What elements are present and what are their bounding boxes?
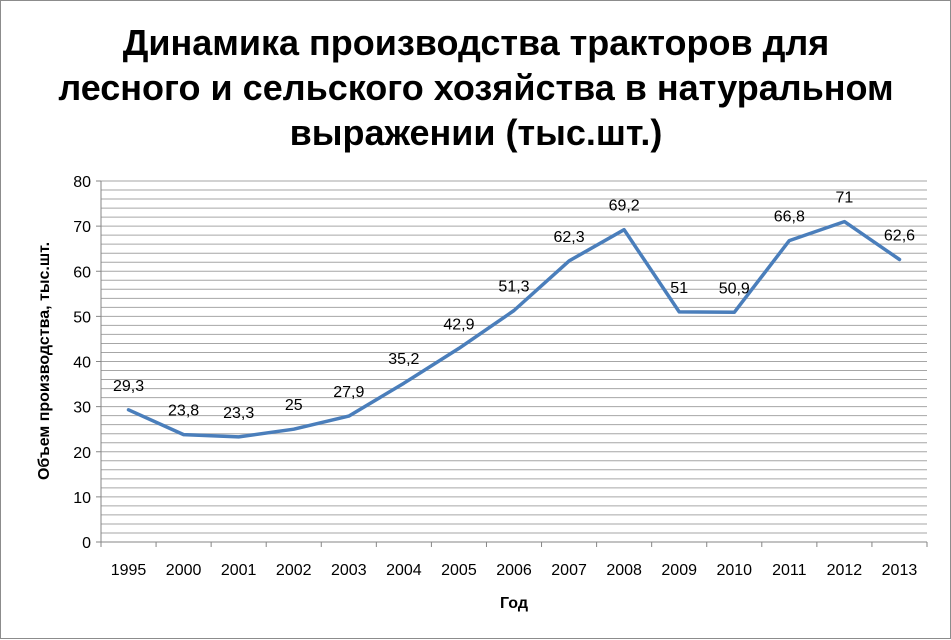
x-tick-label: 2010: [716, 562, 752, 579]
y-tick-labels: 0 10 20 30 40 50 60 70 80: [73, 174, 91, 552]
data-label: 62,6: [884, 228, 915, 245]
data-label: 42,9: [443, 316, 474, 333]
x-tick-label: 2002: [276, 562, 312, 579]
y-tick-label: 30: [73, 400, 91, 417]
x-tick-label: 2011: [772, 562, 807, 579]
data-label: 25: [285, 397, 303, 414]
y-tick-label: 40: [73, 355, 91, 372]
x-tick-label: 2003: [331, 562, 367, 579]
x-tick-label: 2000: [166, 562, 202, 579]
data-label: 51: [670, 280, 688, 297]
data-label: 62,3: [553, 229, 584, 246]
y-tick-label: 70: [73, 219, 91, 236]
data-label: 23,3: [223, 405, 254, 422]
y-tick-label: 20: [73, 445, 91, 462]
data-label: 66,8: [774, 209, 805, 226]
series-line-path: [126, 219, 902, 439]
x-tick-label: 2007: [551, 562, 587, 579]
data-labels: 29,3 23,8 23,3 25 27,9 35,2 42,9 51,3 62,3 69,2 51…: [113, 190, 915, 422]
data-label: 50,9: [719, 280, 750, 297]
axes: [96, 180, 928, 547]
gridlines: [101, 180, 927, 534]
x-tick-label: 2001: [221, 562, 257, 579]
y-tick-label: 10: [73, 490, 91, 507]
y-tick-label: 60: [73, 264, 91, 281]
data-label: 35,2: [388, 351, 419, 368]
y-axis-title: Объем производства, тыс.шт.: [36, 242, 53, 480]
chart-title-line-3: выражении (тыс.шт.): [290, 112, 663, 153]
x-tick-label: 2013: [882, 562, 918, 579]
y-tick-label: 80: [73, 174, 91, 191]
data-label: 27,9: [333, 384, 364, 401]
x-tick-label: 2004: [386, 562, 422, 579]
data-label: 71: [836, 190, 854, 207]
x-tick-label: 2008: [606, 562, 642, 579]
x-tick-label: 2009: [661, 562, 697, 579]
y-tick-label: 50: [73, 309, 91, 326]
x-tick-label: 2006: [496, 562, 532, 579]
x-axis-title: Год: [500, 595, 528, 612]
chart-title-line-1: Динамика производства тракторов для: [123, 22, 830, 63]
data-label: 69,2: [609, 198, 640, 215]
series-line: [126, 219, 902, 439]
x-tick-label: 1995: [111, 562, 147, 579]
chart-title-line-2: лесного и сельского хозяйства в натураль…: [58, 67, 893, 108]
x-tick-labels: 1995 2000 2001 2002 2003 2004 2005 2006 2007 2008…: [111, 562, 918, 579]
data-label: 51,3: [498, 279, 529, 296]
x-tick-label: 2005: [441, 562, 477, 579]
x-tick-label: 2012: [827, 562, 863, 579]
y-tick-label: 0: [82, 535, 91, 552]
data-label: 29,3: [113, 378, 144, 395]
data-label: 23,8: [168, 403, 199, 420]
